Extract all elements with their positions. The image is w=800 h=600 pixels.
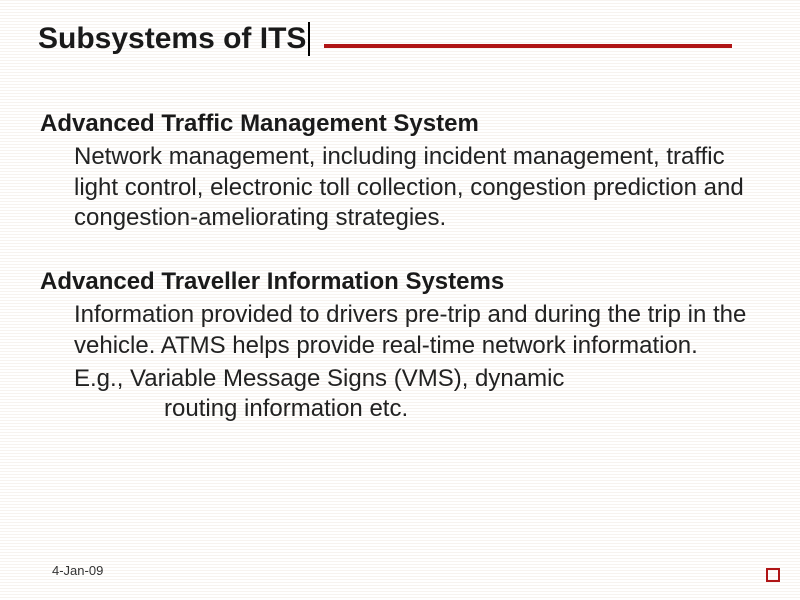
section2-body: Information provided to drivers pre-trip… [40,300,752,361]
example-line1: E.g., Variable Message Signs (VMS), dyna… [74,365,564,392]
slide-title: Subsystems of ITS [38,22,306,55]
corner-decoration-icon [766,568,780,582]
slide: Subsystems of ITS Advanced Traffic Manag… [0,0,800,600]
content-area: Advanced Traffic Management System Netwo… [38,62,762,425]
example-line2: routing information etc. [74,394,752,425]
title-box: Subsystems of ITS [38,22,310,56]
section2-example: E.g., Variable Message Signs (VMS), dyna… [40,364,752,425]
section1-body: Network management, including incident m… [40,142,752,234]
title-underline [324,44,732,48]
title-row: Subsystems of ITS [38,22,762,56]
footer-date: 4-Jan-09 [52,563,103,578]
section1-heading: Advanced Traffic Management System [40,110,752,138]
section2-heading: Advanced Traveller Information Systems [40,268,752,296]
